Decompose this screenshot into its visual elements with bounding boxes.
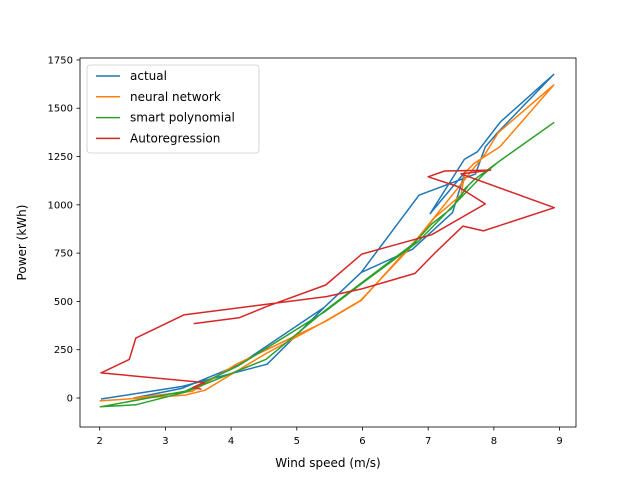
axes-frame — [79, 57, 577, 428]
x-tick-label: 3 — [162, 436, 168, 447]
y-axis-label: Power (kWh) — [15, 205, 29, 281]
x-tick-label: 4 — [228, 436, 234, 447]
y-tick-label: 250 — [54, 345, 73, 356]
y-tick-label: 500 — [54, 297, 73, 308]
y-tick-label: 1750 — [48, 55, 73, 66]
y-tick-label: 1500 — [48, 104, 73, 115]
series-line-3 — [100, 169, 556, 391]
legend: actual neural network smart polynomial Auto… — [86, 64, 260, 154]
legend-frame — [86, 64, 260, 154]
legend-label: actual — [130, 69, 167, 83]
y-tick-label: 750 — [54, 249, 73, 260]
x-tick-label: 6 — [359, 436, 365, 447]
x-tick-label: 8 — [491, 436, 497, 447]
x-tick-label: 5 — [294, 436, 300, 447]
legend-label: neural network — [130, 90, 221, 104]
legend-label: smart polynomial — [130, 111, 235, 125]
legend-label: Autoregression — [130, 131, 220, 145]
series-line-1 — [99, 84, 555, 402]
x-tick-label: 9 — [556, 436, 562, 447]
x-tick-label: 2 — [97, 436, 103, 447]
x-axis: 2 3 4 5 6 7 8 9 — [97, 427, 563, 447]
series-line-2 — [99, 121, 555, 408]
y-tick-label: 1250 — [48, 152, 73, 163]
series-line-0 — [100, 73, 555, 400]
y-tick-label: 0 — [67, 394, 73, 405]
x-tick-label: 7 — [425, 436, 431, 447]
y-tick-label: 1000 — [48, 200, 73, 211]
x-axis-label: Wind speed (m/s) — [275, 456, 380, 470]
plot-lines — [99, 73, 556, 408]
y-axis: 0 250 500 750 1000 1250 1500 1750 — [48, 55, 80, 405]
